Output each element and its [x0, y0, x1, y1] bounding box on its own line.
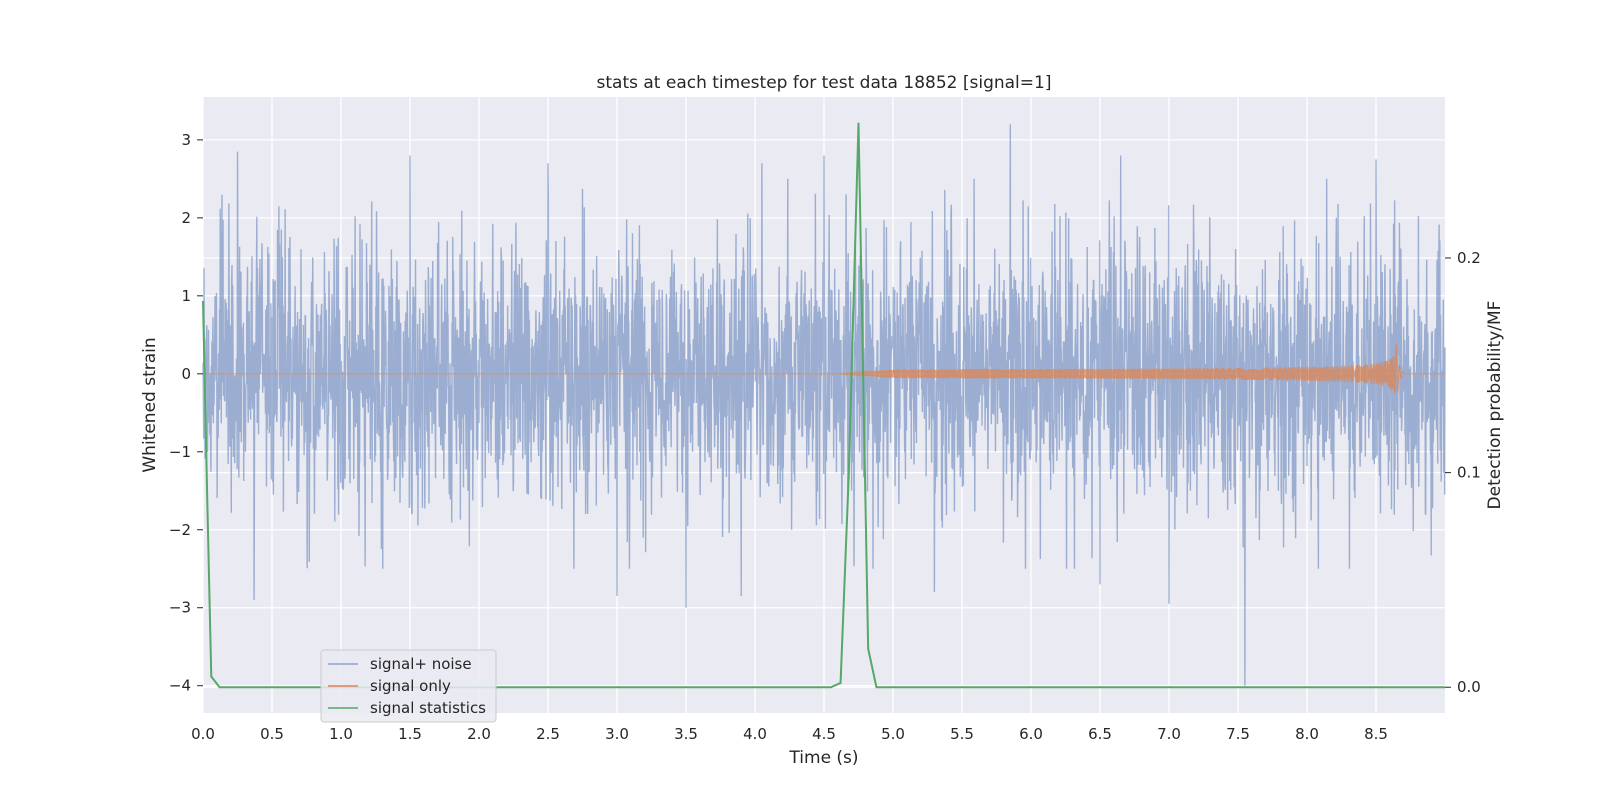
y-tick-label: 1: [181, 287, 191, 305]
left-axis-ticks: 3 2 1 0 −1 −2 −3 −4: [169, 131, 203, 695]
x-tick-label: 1.0: [329, 725, 353, 743]
x-tick-label: 8.5: [1364, 725, 1388, 743]
x-tick-label: 7.5: [1226, 725, 1250, 743]
x-tick-label: 0.0: [191, 725, 215, 743]
series-signal-only: [203, 344, 1445, 395]
x-axis-label: Time (s): [788, 748, 858, 768]
x-tick-label: 4.5: [812, 725, 836, 743]
y2-tick-label: 0.2: [1457, 249, 1481, 267]
x-tick-label: 3.0: [605, 725, 629, 743]
y2-axis-label: Detection probability/MF: [1485, 301, 1505, 510]
x-tick-label: 6.0: [1019, 725, 1043, 743]
x-tick-label: 7.0: [1157, 725, 1181, 743]
x-tick-label: 2.5: [536, 725, 560, 743]
legend-label-signal-only: signal only: [370, 677, 451, 695]
x-tick-label: 2.0: [467, 725, 491, 743]
x-axis-ticks: 0.0 0.5 1.0 1.5 2.0 2.5 3.0 3.5 4.0 4.5 5.0 5.5 6.0 6…: [191, 725, 1388, 743]
series-signal-noise: [202, 124, 1446, 686]
y-axis-label: Whitened strain: [140, 337, 160, 472]
y-tick-label: 0: [181, 365, 191, 383]
y2-tick-label: 0.1: [1457, 464, 1481, 482]
y-tick-label: −2: [169, 521, 191, 539]
x-tick-label: 8.0: [1295, 725, 1319, 743]
legend-label-signal-statistics: signal statistics: [370, 699, 486, 717]
right-axis-ticks: 0.2 0.1 0.0: [1445, 249, 1481, 696]
noise-line: [202, 124, 1446, 686]
y2-tick-label: 0.0: [1457, 678, 1481, 696]
y-tick-label: −3: [169, 599, 191, 617]
y-tick-label: 3: [181, 131, 191, 149]
series-signal-statistics: [202, 122, 1445, 689]
x-tick-label: 5.0: [881, 725, 905, 743]
x-tick-label: 3.5: [674, 725, 698, 743]
statistics-line: [202, 122, 1445, 689]
y-tick-label: −4: [169, 677, 191, 695]
x-tick-label: 1.5: [398, 725, 422, 743]
chirp-line: [203, 344, 1445, 395]
legend-label-signal-noise: signal+ noise: [370, 655, 472, 673]
legend-box: [320, 649, 497, 723]
x-tick-label: 4.0: [743, 725, 767, 743]
x-tick-label: 6.5: [1088, 725, 1112, 743]
y-tick-label: 2: [181, 209, 191, 227]
chart-title: stats at each timestep for test data 188…: [597, 73, 1052, 93]
x-tick-label: 0.5: [260, 725, 284, 743]
x-tick-label: 5.5: [950, 725, 974, 743]
y-tick-label: −1: [169, 443, 191, 461]
legend: signal+ noise signal only signal statist…: [320, 649, 497, 723]
